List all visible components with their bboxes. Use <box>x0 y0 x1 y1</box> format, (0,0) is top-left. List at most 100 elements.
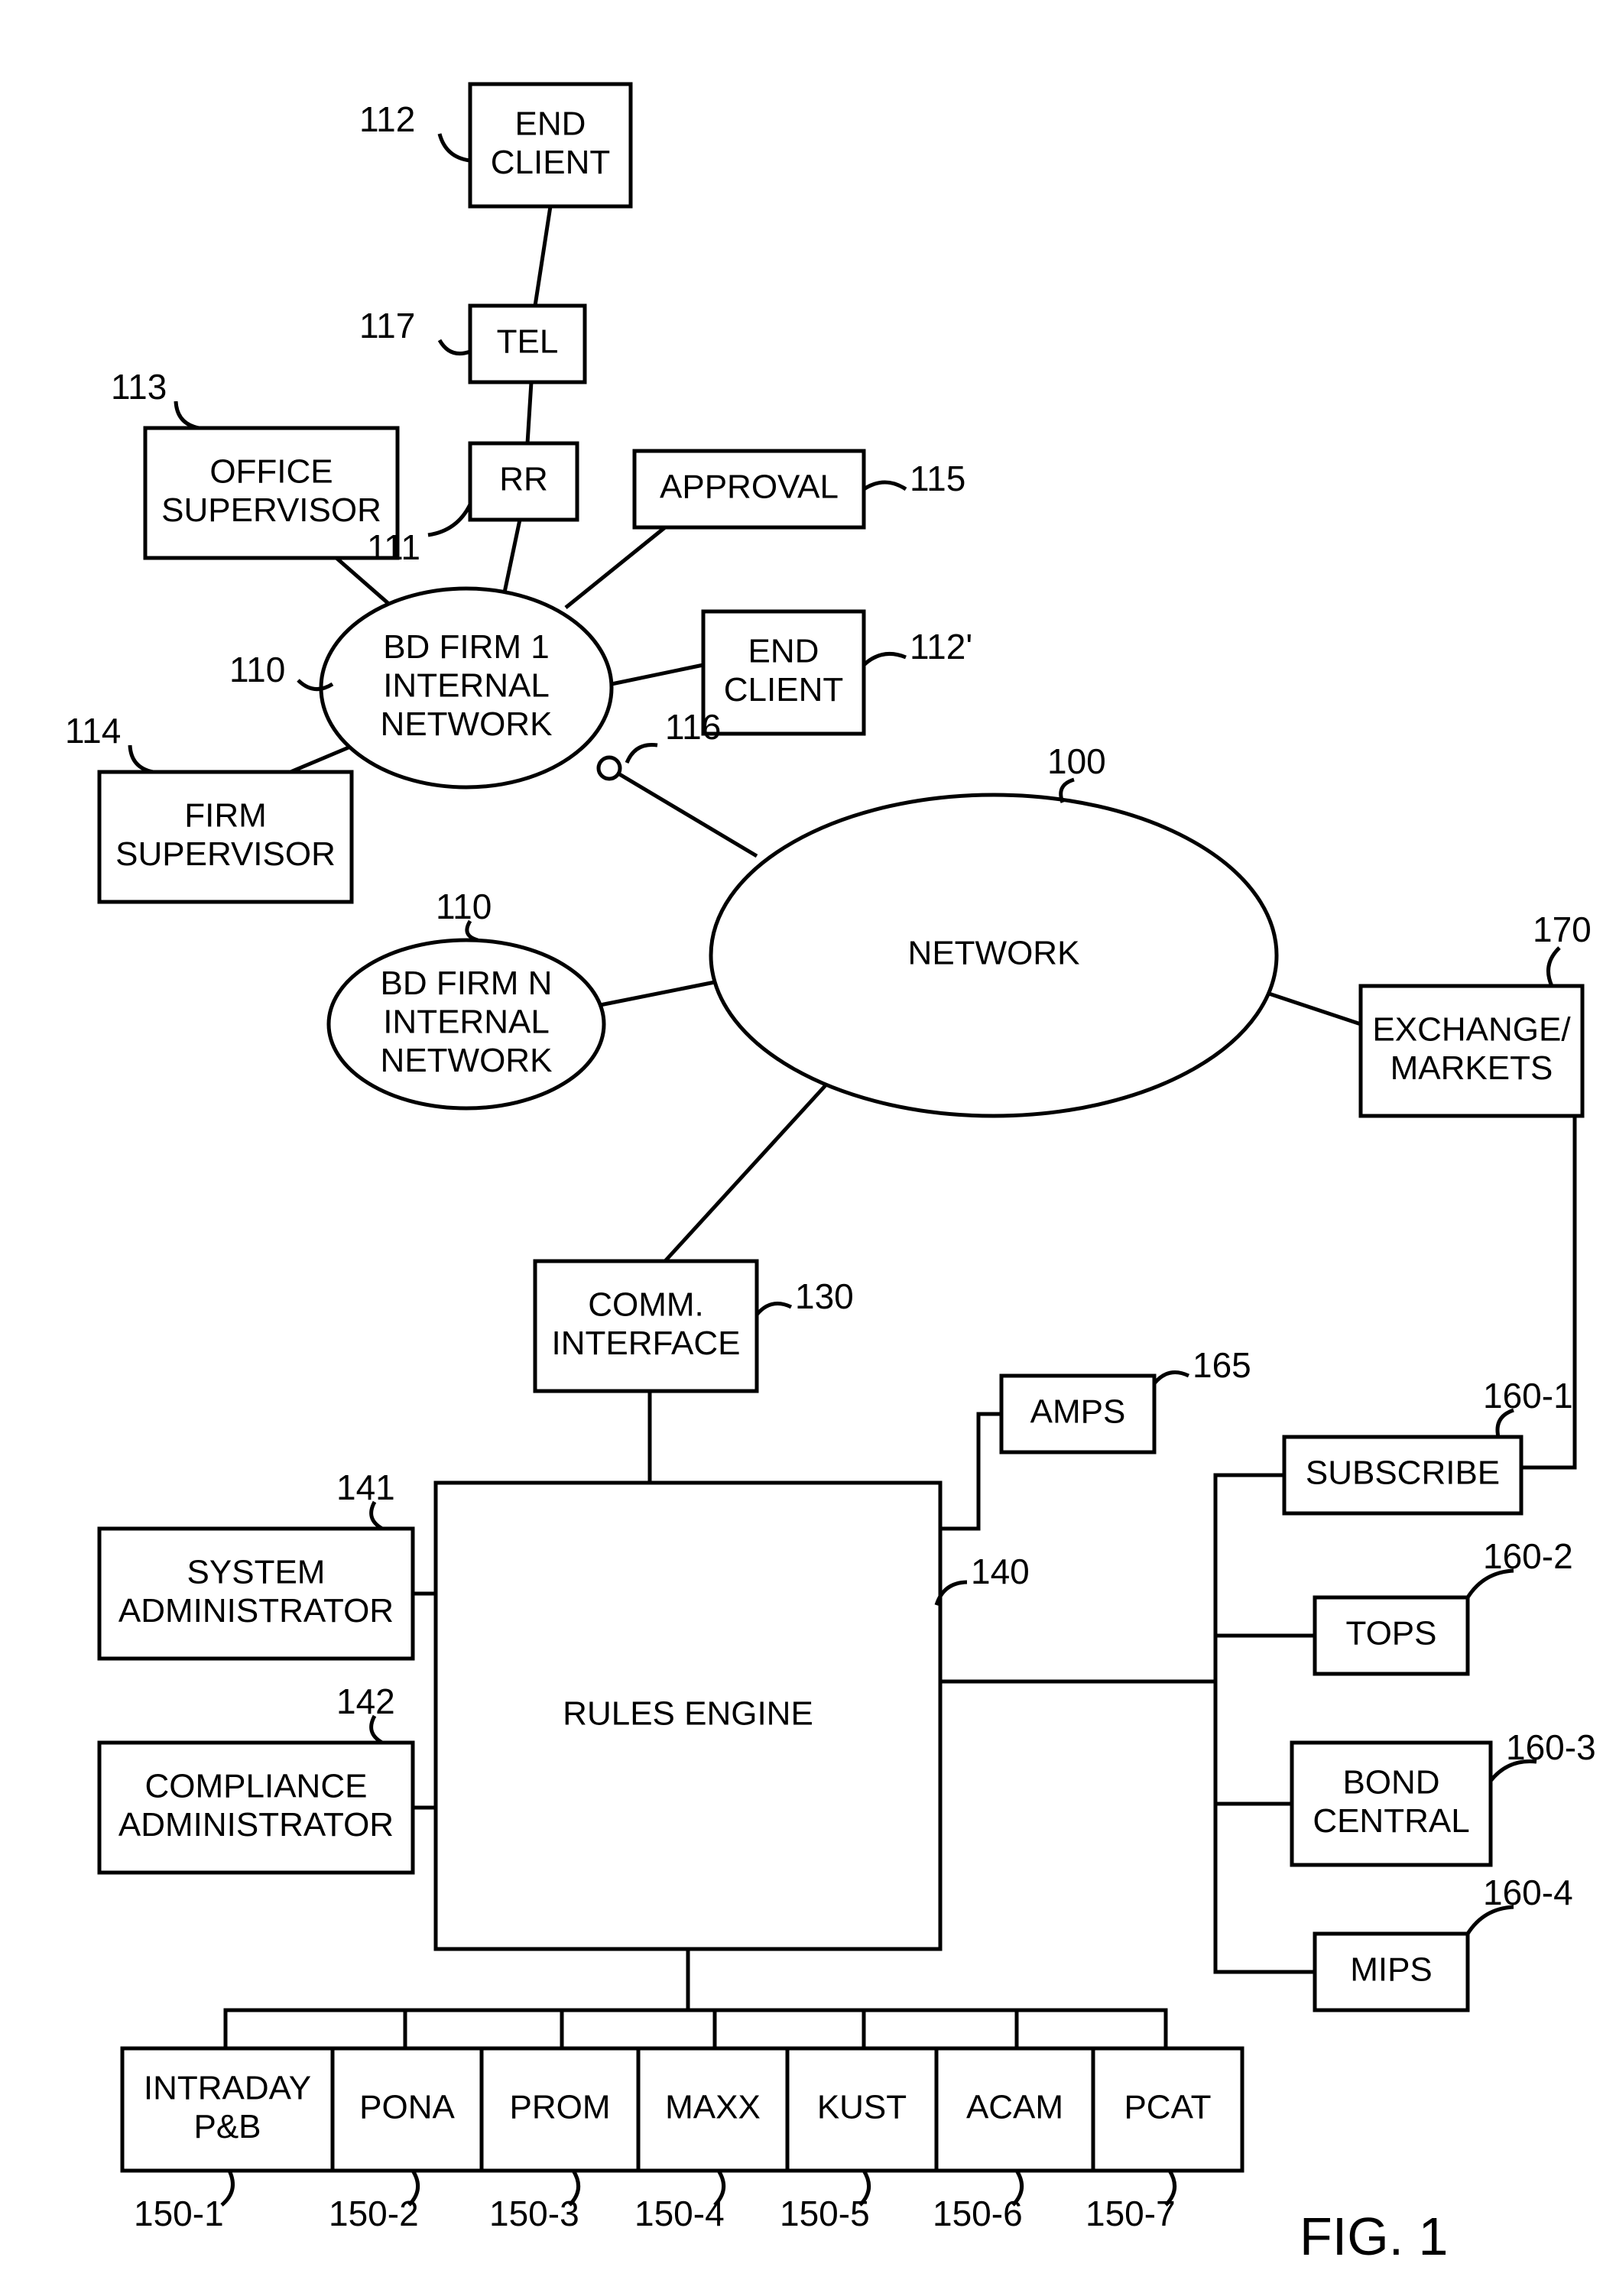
node-label-exchange_markets-0: EXCHANGE/ <box>1372 1010 1571 1048</box>
node-pona: PONA <box>333 2048 482 2171</box>
node-label-end_client-0: END <box>515 105 586 142</box>
edge-bd_firmN-network <box>600 982 715 1005</box>
node-amps: AMPS <box>1001 1376 1154 1452</box>
node-label-maxx-0: MAXX <box>665 2089 761 2126</box>
node-label-comm_interface-0: COMM. <box>588 1286 704 1323</box>
ref-lead-comm_interface <box>757 1304 791 1315</box>
node-label-pona-0: PONA <box>359 2089 455 2126</box>
edge-end_client-tel <box>535 206 550 306</box>
node-label-compliance_admin-0: COMPLIANCE <box>145 1767 368 1805</box>
node-label-network-0: NETWORK <box>908 935 1080 972</box>
ref-end_client: 112 <box>359 99 415 139</box>
node-bd_firmN: BD FIRM NINTERNALNETWORK <box>329 940 604 1108</box>
node-label-bd_firmN-1: INTERNAL <box>383 1004 550 1041</box>
ref-maxx: 150-4 <box>634 2194 725 2233</box>
ref-kust: 150-5 <box>780 2194 870 2233</box>
ref-exchange_markets: 170 <box>1533 910 1592 949</box>
ref-end_client2: 112' <box>910 627 972 666</box>
ref-pona: 150-2 <box>329 2194 419 2233</box>
edge-rr-bd_firm1 <box>505 520 520 592</box>
edge-bus_bottom-pcat <box>1017 2010 1166 2048</box>
node-label-bd_firmN-2: NETWORK <box>381 1042 553 1079</box>
ref-approval: 115 <box>910 459 965 498</box>
ref-lead-approval <box>864 482 906 489</box>
edge-tel-rr <box>527 382 531 443</box>
node-label-compliance_admin-1: ADMINISTRATOR <box>118 1806 394 1844</box>
node-label-office_supervisor-1: SUPERVISOR <box>161 491 381 529</box>
node-label-bond_central-0: BOND <box>1342 1763 1439 1801</box>
node-network: NETWORK <box>711 795 1277 1116</box>
ref-gateway116: 116 <box>665 707 721 747</box>
node-end_client: ENDCLIENT <box>470 84 631 206</box>
ref-tel: 117 <box>359 306 415 345</box>
node-intraday: INTRADAYP&B <box>122 2048 333 2171</box>
node-label-tel-0: TEL <box>497 323 559 361</box>
node-label-end_client2-1: CLIENT <box>724 671 843 709</box>
node-approval: APPROVAL <box>634 451 864 527</box>
node-office_supervisor: OFFICESUPERVISOR <box>145 428 398 558</box>
ref-rules_engine: 140 <box>971 1552 1030 1591</box>
node-label-firm_supervisor-1: SUPERVISOR <box>115 835 336 873</box>
ref-firm_supervisor: 114 <box>65 711 121 751</box>
edge-bus_bottom-acam <box>864 2010 1017 2048</box>
node-prom: PROM <box>482 2048 638 2171</box>
ref-lead-rr <box>428 504 470 535</box>
node-label-tops-0: TOPS <box>1345 1615 1436 1652</box>
node-mips: MIPS <box>1315 1934 1468 2010</box>
ref-intraday: 150-1 <box>134 2194 224 2233</box>
node-label-kust-0: KUST <box>817 2089 907 2126</box>
ref-compliance_admin: 142 <box>336 1681 395 1721</box>
edge-bd_firm1-network <box>609 768 757 856</box>
node-bd_firm1: BD FIRM 1INTERNALNETWORK <box>321 589 612 787</box>
node-label-system_admin-0: SYSTEM <box>187 1553 326 1591</box>
node-label-subscribe-0: SUBSCRIBE <box>1306 1454 1500 1492</box>
ref-lead-tel <box>440 340 470 354</box>
ref-lead-exchange_markets <box>1548 948 1559 986</box>
node-label-rules_engine-0: RULES ENGINE <box>563 1695 813 1733</box>
node-firm_supervisor: FIRMSUPERVISOR <box>99 772 352 902</box>
edge-network-exchange_markets <box>1269 994 1361 1024</box>
node-label-end_client-1: CLIENT <box>491 144 610 181</box>
node-subscribe: SUBSCRIBE <box>1284 1437 1521 1513</box>
ref-prom: 150-3 <box>489 2194 579 2233</box>
ref-mips: 160-4 <box>1483 1873 1573 1912</box>
node-label-mips-0: MIPS <box>1350 1951 1433 1989</box>
node-label-comm_interface-1: INTERFACE <box>552 1325 741 1362</box>
ref-rr: 111 <box>367 527 420 567</box>
node-label-pcat-0: PCAT <box>1124 2089 1211 2126</box>
edge-bus_right-subscribe <box>1215 1475 1284 1681</box>
node-label-acam-0: ACAM <box>966 2089 1063 2126</box>
node-label-prom-0: PROM <box>510 2089 611 2126</box>
edge-bus_right-bond_central <box>1215 1681 1292 1804</box>
edge-end_client2-bd_firm1 <box>612 665 703 684</box>
node-label-firm_supervisor-0: FIRM <box>184 796 267 834</box>
ref-lead-end_client <box>440 134 470 161</box>
node-maxx: MAXX <box>638 2048 787 2171</box>
node-label-bd_firm1-1: INTERNAL <box>383 667 550 705</box>
ref-lead-firm_supervisor <box>130 745 153 772</box>
edge-network-comm_interface <box>665 1085 826 1261</box>
ref-lead-end_client2 <box>864 653 906 665</box>
node-label-intraday-0: INTRADAY <box>144 2069 311 2106</box>
ref-subscribe: 160-1 <box>1483 1376 1573 1416</box>
node-label-exchange_markets-1: MARKETS <box>1390 1049 1553 1087</box>
edge-bus_bottom-intraday <box>226 2010 688 2048</box>
node-kust: KUST <box>787 2048 936 2171</box>
node-tel: TEL <box>470 306 585 382</box>
node-label-approval-0: APPROVAL <box>660 469 839 506</box>
ref-pcat: 150-7 <box>1085 2194 1176 2233</box>
ref-system_admin: 141 <box>336 1467 395 1507</box>
figure-label: FIG. 1 <box>1300 2207 1448 2266</box>
ref-comm_interface: 130 <box>795 1276 854 1316</box>
ref-acam: 150-6 <box>933 2194 1023 2233</box>
edge-rules_engine-amps <box>940 1414 1001 1529</box>
node-rr: RR <box>470 443 577 520</box>
ref-bd_firm1: 110 <box>229 650 285 689</box>
ref-lead-office_supervisor <box>176 401 199 428</box>
node-label-bond_central-1: CENTRAL <box>1313 1802 1469 1840</box>
node-acam: ACAM <box>936 2048 1093 2171</box>
node-label-bd_firm1-2: NETWORK <box>381 705 553 743</box>
node-label-office_supervisor-0: OFFICE <box>209 452 333 490</box>
node-exchange_markets: EXCHANGE/MARKETS <box>1361 986 1582 1116</box>
ref-bd_firmN: 110 <box>436 887 492 926</box>
